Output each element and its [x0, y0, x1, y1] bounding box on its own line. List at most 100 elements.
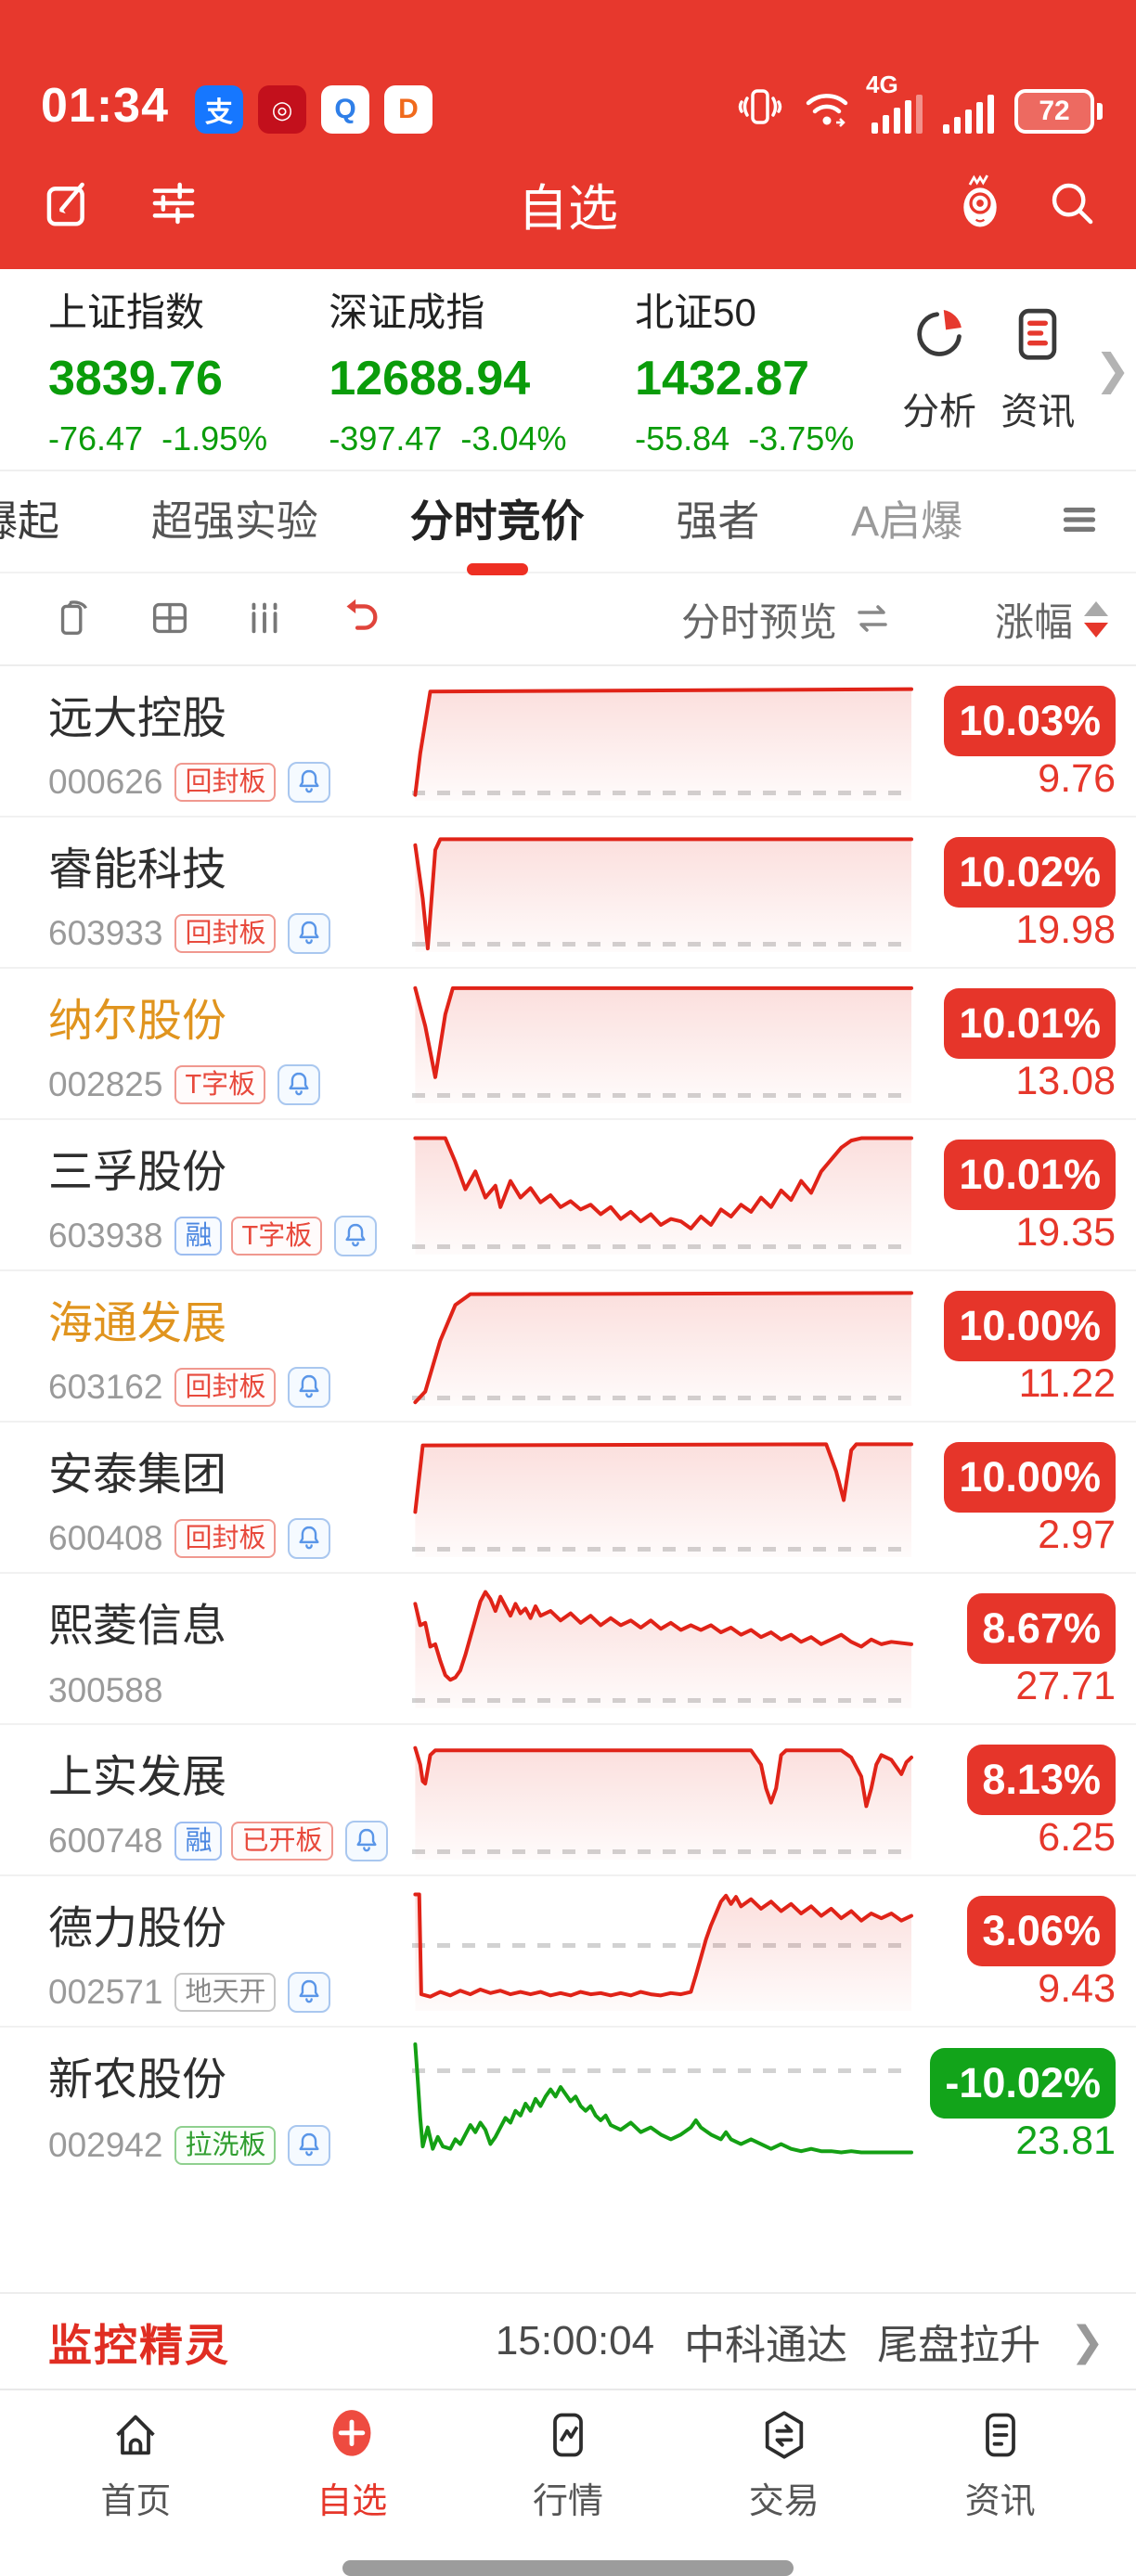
- sparkline-baseline: [412, 1943, 910, 1949]
- tab-baoqi[interactable]: 爆起: [0, 496, 60, 545]
- stock-name: 海通发展: [48, 1299, 227, 1348]
- pct-change-chip[interactable]: 10.02%: [944, 836, 1116, 908]
- wifi-icon: [803, 86, 851, 134]
- alert-ticker[interactable]: 监控精灵 15:00:04 中科通达 尾盘拉升 ❯: [0, 2292, 1136, 2389]
- alert-bell-icon[interactable]: [288, 1972, 331, 2013]
- stock-badge: 融: [174, 1217, 223, 1256]
- stock-row[interactable]: 上实发展 600748 融已开板 8.13% 6.25: [0, 1725, 1136, 1876]
- pct-change-chip[interactable]: 10.01%: [944, 987, 1116, 1059]
- nav-home[interactable]: 首页: [28, 2409, 244, 2523]
- pct-change-chip[interactable]: 8.13%: [967, 1744, 1116, 1815]
- filter-settings-icon[interactable]: [147, 176, 200, 230]
- tabs-menu-icon[interactable]: [1054, 495, 1104, 549]
- edit-watchlist-icon[interactable]: [41, 176, 95, 230]
- sort-by-change-button[interactable]: 涨幅: [995, 591, 1108, 648]
- alert-bell-icon[interactable]: [344, 1821, 388, 1861]
- stock-price: 11.22: [1018, 1360, 1116, 1406]
- stock-row[interactable]: 新农股份 002942 拉洗板 -10.02% 23.81: [0, 2028, 1136, 2179]
- stock-name: 睿能科技: [48, 845, 227, 895]
- alert-bell-icon[interactable]: [288, 913, 331, 954]
- stock-badge: T字板: [231, 1217, 323, 1256]
- index-szse[interactable]: 深证成指 12688.94 -397.47 -3.04%: [329, 290, 567, 457]
- chat-app-icon: Q: [321, 85, 369, 134]
- home-icon: [116, 2415, 156, 2455]
- stock-row[interactable]: 安泰集团 600408 回封板 10.00% 2.97: [0, 1423, 1136, 1574]
- home-indicator: [342, 2560, 794, 2576]
- ticker-event: 尾盘拉升: [877, 2323, 1041, 2368]
- stock-sparkline: [410, 1438, 911, 1557]
- column-view-icon[interactable]: [241, 594, 288, 645]
- stock-code: 002942: [48, 2126, 163, 2164]
- stock-row[interactable]: 远大控股 000626 回封板 10.03% 9.76: [0, 666, 1136, 818]
- stock-badge: 已开板: [231, 1822, 333, 1861]
- stock-name: 安泰集团: [48, 1450, 227, 1500]
- pct-change-chip[interactable]: 8.67%: [967, 1592, 1116, 1664]
- swap-icon: [858, 605, 887, 632]
- tab-fenshi-jingjia[interactable]: 分时竞价: [410, 467, 585, 577]
- news-button[interactable]: 资讯: [988, 304, 1087, 435]
- pct-change-chip[interactable]: 3.06%: [967, 1895, 1116, 1966]
- stock-badges: 回封板: [174, 763, 277, 802]
- stock-name: 新农股份: [48, 2055, 227, 2105]
- pct-change-chip[interactable]: 10.00%: [944, 1441, 1116, 1513]
- nav-trade[interactable]: 交易: [676, 2409, 892, 2523]
- pct-change-chip[interactable]: 10.01%: [944, 1139, 1116, 1210]
- ticker-chevron-icon[interactable]: ❯: [1070, 2318, 1104, 2364]
- search-icon[interactable]: [1045, 176, 1099, 230]
- stock-row[interactable]: 熙菱信息 300588 8.67% 27.71: [0, 1574, 1136, 1725]
- stock-row[interactable]: 海通发展 603162 回封板 10.00% 11.22: [0, 1271, 1136, 1423]
- index-bse50[interactable]: 北证50 1432.87 -55.84 -3.75%: [635, 290, 855, 457]
- tab-chaoqiang[interactable]: 超强实验: [150, 496, 318, 545]
- stock-list: 远大控股 000626 回封板 10.03% 9.76 睿能科技: [0, 666, 1136, 2179]
- alert-bell-icon[interactable]: [288, 2125, 331, 2166]
- index-sse[interactable]: 上证指数 3839.76 -76.47 -1.95%: [48, 290, 268, 457]
- stock-row[interactable]: 睿能科技 603933 回封板 10.02% 19.98: [0, 818, 1136, 969]
- stock-sparkline: [410, 682, 911, 801]
- nav-market[interactable]: 行情: [460, 2409, 677, 2523]
- alert-bell-icon[interactable]: [288, 762, 331, 803]
- stock-price: 9.76: [1038, 755, 1116, 801]
- index-more-chevron[interactable]: ❯: [1094, 345, 1131, 393]
- stock-sparkline: [410, 1741, 911, 1860]
- preview-mode-toggle[interactable]: 分时预览: [681, 591, 893, 648]
- pct-change-chip[interactable]: 10.00%: [944, 1290, 1116, 1361]
- notification-app-chips: 支 ◎ Q D: [195, 85, 432, 134]
- pct-change-chip[interactable]: 10.03%: [944, 685, 1116, 756]
- nav-watchlist[interactable]: 自选: [244, 2409, 460, 2523]
- stock-name: 三孚股份: [48, 1148, 227, 1197]
- undo-icon[interactable]: [336, 594, 382, 645]
- cellular-4g-icon: 4G: [866, 71, 923, 134]
- clock-time: 01:34: [41, 79, 169, 133]
- category-tabs: 爆起 超强实验 分时竞价 强者 A启爆: [0, 471, 1136, 573]
- alert-bell-icon[interactable]: [288, 1518, 331, 1559]
- bottom-nav: 首页 自选 行情 交易 资讯: [0, 2389, 1136, 2523]
- analysis-button[interactable]: 分析: [890, 304, 988, 435]
- assistant-mascot-icon[interactable]: [956, 174, 1004, 232]
- alert-bell-icon[interactable]: [334, 1216, 378, 1256]
- alert-bell-icon[interactable]: [288, 1367, 331, 1408]
- rotate-view-icon[interactable]: [52, 594, 98, 645]
- stock-badges: 融已开板: [174, 1822, 333, 1861]
- grid-view-icon[interactable]: [147, 594, 193, 645]
- index-strip: 上证指数 3839.76 -76.47 -1.95% 深证成指 12688.94 …: [0, 269, 1136, 471]
- tab-qiangzhe[interactable]: 强者: [676, 496, 760, 545]
- stock-badges: T字板: [174, 1065, 266, 1104]
- monitor-genie-logo: 监控精灵: [48, 2320, 230, 2370]
- stock-badge: 融: [174, 1822, 223, 1861]
- stock-price: 2.97: [1038, 1512, 1116, 1557]
- tab-aqibao[interactable]: A启爆: [851, 496, 963, 545]
- trade-icon: [765, 2411, 803, 2459]
- stock-code: 603162: [48, 1368, 163, 1406]
- stock-badges: 融 T字板: [174, 1217, 323, 1256]
- stock-row[interactable]: 德力股份 002571 地天开 3.06% 9.43: [0, 1876, 1136, 2028]
- stock-sparkline: [410, 833, 911, 952]
- alert-bell-icon[interactable]: [278, 1064, 321, 1105]
- stock-sparkline: [410, 1892, 911, 2011]
- news-doc-icon: [1009, 304, 1066, 367]
- stock-row[interactable]: 纳尔股份 002825 T字板 10.01% 13.08: [0, 969, 1136, 1120]
- nav-news[interactable]: 资讯: [892, 2409, 1108, 2523]
- battery-percent: 72: [1039, 96, 1070, 126]
- stock-code: 600748: [48, 1822, 163, 1860]
- stock-row[interactable]: 三孚股份 603938 融 T字板 10.01% 19.35: [0, 1120, 1136, 1271]
- pct-change-chip[interactable]: -10.02%: [930, 2047, 1116, 2119]
